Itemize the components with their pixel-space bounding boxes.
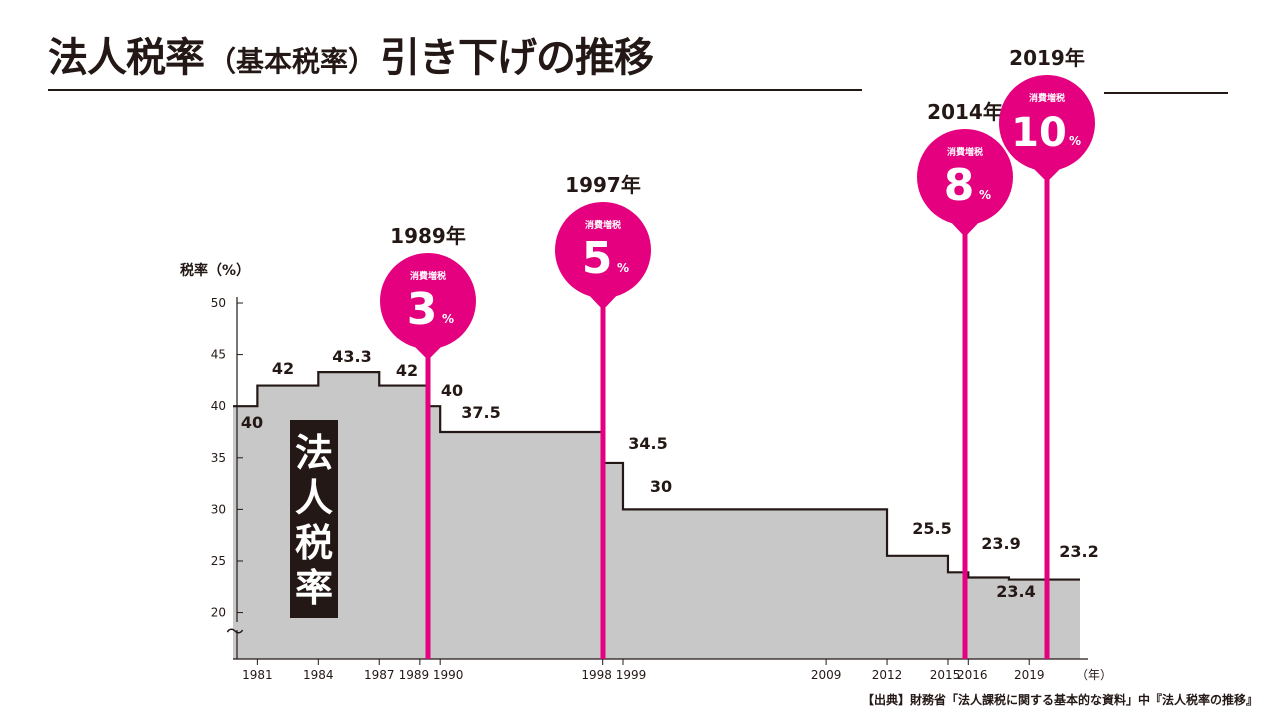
data-label: 40 bbox=[241, 413, 263, 432]
data-label: 23.9 bbox=[981, 534, 1020, 553]
title-main: 法人税率 bbox=[48, 35, 205, 81]
consumption-tax-pin: 消費増税 10 % 2019年 bbox=[999, 46, 1095, 659]
y-tick-label: 20 bbox=[211, 606, 226, 620]
source-note: 【出典】財務省「法人課税に関する基本的な資料」中『法人税率の推移』 bbox=[861, 693, 1258, 707]
x-tick-label: 1984 bbox=[303, 668, 334, 682]
rate-area bbox=[233, 372, 1080, 659]
data-label: 23.2 bbox=[1059, 542, 1098, 561]
vertical-label-box bbox=[290, 420, 338, 618]
pin-bubble bbox=[917, 129, 1013, 225]
x-tick-label: 1990 bbox=[433, 668, 464, 682]
data-label: 42 bbox=[272, 359, 294, 378]
y-axis-label: 税率（%） bbox=[180, 263, 251, 279]
pin-value: 10 bbox=[1011, 110, 1067, 156]
x-tick-label: 1981 bbox=[242, 668, 273, 682]
x-tick-label: 2016 bbox=[957, 668, 988, 682]
pin-year-label: 2019年 bbox=[1009, 46, 1085, 70]
x-tick-label: 2009 bbox=[811, 668, 842, 682]
x-tick-label: 2012 bbox=[872, 668, 903, 682]
pin-year-label: 1989年 bbox=[390, 224, 466, 248]
pin-bubble bbox=[555, 202, 651, 298]
pin-unit: % bbox=[979, 188, 991, 202]
consumption-tax-pin: 消費増税 5 % 1997年 bbox=[555, 173, 651, 659]
vertical-label-char: 税 bbox=[295, 521, 333, 565]
title-paren: （基本税率） bbox=[208, 45, 377, 78]
data-label: 42 bbox=[396, 361, 418, 380]
x-tick-label: 1989 bbox=[399, 668, 430, 682]
x-tick-label: 2019 bbox=[1014, 668, 1045, 682]
x-tick-label: 1998 bbox=[581, 668, 612, 682]
pin-caption: 消費増税 bbox=[947, 146, 983, 158]
y-tick-label: 50 bbox=[211, 296, 226, 310]
data-label: 40 bbox=[441, 381, 463, 400]
title-rest: 引き下げの推移 bbox=[380, 35, 654, 81]
data-label: 34.5 bbox=[628, 434, 667, 453]
title-row: 法人税率 （基本税率） 引き下げの推移 bbox=[48, 26, 654, 94]
vertical-label-char: 法 bbox=[295, 431, 333, 475]
pin-year-label: 1997年 bbox=[565, 173, 641, 197]
pin-value: 3 bbox=[407, 284, 438, 335]
data-label: 30 bbox=[650, 477, 672, 496]
y-tick-label: 35 bbox=[211, 451, 226, 465]
pin-bubble bbox=[380, 253, 476, 349]
pin-unit: % bbox=[442, 312, 454, 326]
y-tick-label: 45 bbox=[211, 348, 226, 362]
x-tick-label: 1999 bbox=[616, 668, 647, 682]
data-label: 25.5 bbox=[912, 519, 951, 538]
y-tick-label: 30 bbox=[211, 502, 226, 516]
pin-bubble bbox=[999, 75, 1095, 171]
data-label: 37.5 bbox=[461, 403, 500, 422]
pin-unit: % bbox=[617, 261, 629, 275]
pin-value: 8 bbox=[944, 160, 975, 211]
page-title: 法人税率 （基本税率） 引き下げの推移 bbox=[48, 26, 654, 94]
axis-break-mark: 〜 bbox=[226, 622, 244, 643]
pin-year-label: 2014年 bbox=[927, 100, 1003, 124]
vertical-label-char: 人 bbox=[295, 476, 333, 520]
data-label: 43.3 bbox=[332, 347, 371, 366]
pin-caption: 消費増税 bbox=[585, 219, 621, 231]
y-tick-label: 25 bbox=[211, 554, 226, 568]
x-axis-unit: （年） bbox=[1076, 668, 1112, 682]
vertical-label-char: 率 bbox=[295, 566, 333, 610]
consumption-tax-pin: 消費増税 8 % 2014年 bbox=[917, 100, 1013, 659]
consumption-tax-pin: 消費増税 3 % 1989年 bbox=[380, 224, 476, 659]
x-tick-label: 2015 bbox=[930, 668, 961, 682]
pin-caption: 消費増税 bbox=[1029, 92, 1065, 104]
data-label: 23.4 bbox=[996, 582, 1035, 601]
pin-unit: % bbox=[1069, 134, 1081, 148]
x-tick-label: 1987 bbox=[364, 668, 395, 682]
y-tick-label: 40 bbox=[211, 399, 226, 413]
pin-value: 5 bbox=[582, 233, 613, 284]
pin-caption: 消費増税 bbox=[410, 270, 446, 282]
